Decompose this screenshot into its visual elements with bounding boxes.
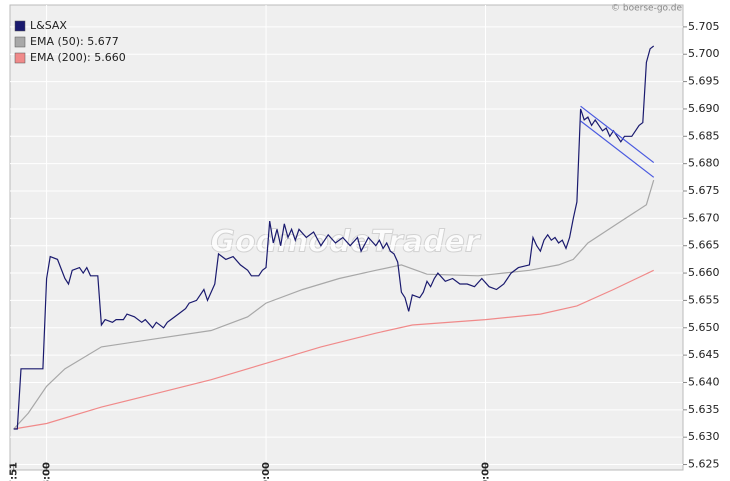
series-line [13, 45, 655, 430]
x-tick-label: 10:00 [480, 462, 491, 481]
legend-swatch [14, 20, 26, 32]
credit: © boerse-go.de [611, 4, 682, 14]
y-tick-label: 5.700 [688, 47, 720, 60]
plot-area [9, 4, 684, 471]
legend-label: EMA (50): 5.677 [30, 35, 119, 48]
y-tick-label: 5.670 [688, 211, 720, 224]
x-tick-label: 07:51 [9, 462, 20, 481]
y-tick-label: 5.625 [688, 458, 720, 471]
legend-swatch [14, 36, 26, 48]
y-tick-label: 5.690 [688, 102, 720, 115]
y-tick-label: 5.685 [688, 129, 720, 142]
y-tick-label: 5.630 [688, 430, 720, 443]
trendline [580, 120, 655, 178]
y-tick-label: 5.655 [688, 293, 720, 306]
legend-label: EMA (200): 5.660 [30, 51, 126, 64]
y-tick-label: 5.675 [688, 184, 720, 197]
y-tick-label: 5.645 [688, 348, 720, 361]
legend-swatch [14, 52, 26, 64]
y-tick-label: 5.640 [688, 375, 720, 388]
series-line [13, 179, 655, 430]
y-tick-label: 5.660 [688, 266, 720, 279]
y-tick-label: 5.695 [688, 75, 720, 88]
x-tick-label: 08:00 [42, 462, 53, 481]
y-tick-label: 5.665 [688, 239, 720, 252]
y-tick-label: 5.650 [688, 321, 720, 334]
series-line [13, 269, 654, 430]
y-tick-label: 5.635 [688, 403, 720, 416]
legend-label: L&SAX [30, 19, 67, 32]
y-tick-label: 5.705 [688, 20, 720, 33]
y-tick-label: 5.680 [688, 157, 720, 170]
x-tick-label: 09:00 [261, 462, 272, 481]
trendline [580, 105, 655, 164]
